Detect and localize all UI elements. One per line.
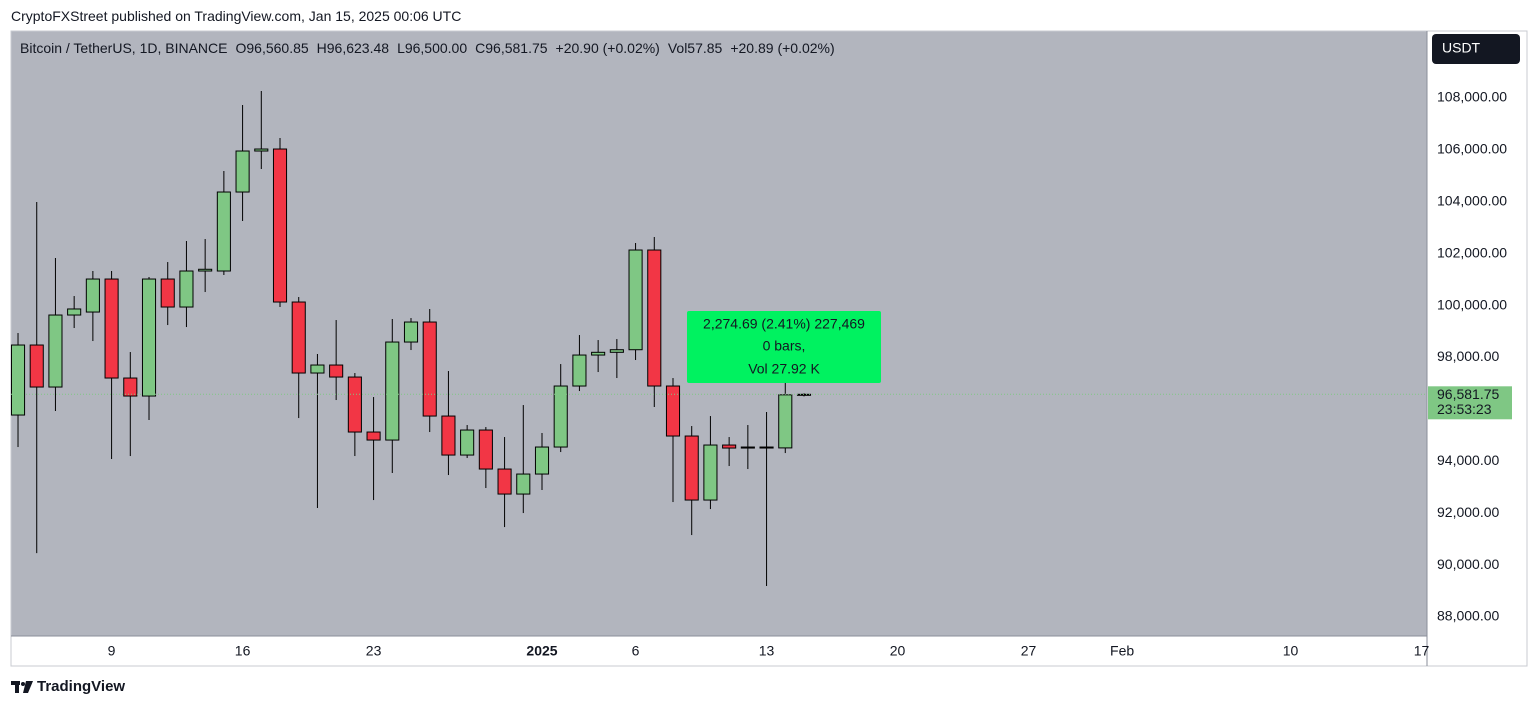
candle-body [534,446,550,475]
candle-body [347,376,362,433]
tooltip-text: 0 bars, [763,338,806,354]
x-tick-label: 10 [1283,643,1299,659]
x-tick-label: 16 [235,643,251,659]
tooltip-text: Vol 27.92 K [748,361,820,377]
legend-value: +20.90 (+0.02%) [555,40,660,56]
candle-body [29,344,44,388]
x-tick-label: 20 [890,643,906,659]
legend-value: +20.89 (+0.02%) [730,40,835,56]
candle-body [329,364,344,378]
candle-body [235,150,250,193]
y-tick-label: 98,000.00 [1437,348,1499,364]
y-tick-label: 88,000.00 [1437,608,1499,624]
y-tick-label: 108,000.00 [1437,89,1507,105]
y-tick-label: 94,000.00 [1437,452,1499,468]
logo [11,680,33,693]
countdown-label: 23:53:23 [1437,401,1492,417]
candle-body [254,148,269,152]
y-tick-label: 102,000.00 [1437,244,1507,260]
x-tick-label: 27 [1021,643,1037,659]
brand: TradingView [37,678,126,695]
candle-body [759,446,774,449]
candle-body [403,321,419,343]
candle-body [516,473,531,495]
candle-body [703,444,718,501]
candle-body [722,444,737,449]
candle-body [441,415,456,456]
candle-body [422,321,437,417]
candle-body [85,278,100,313]
candle-body [291,301,306,374]
candle-body [123,377,138,397]
candle-body [460,429,475,456]
candle-body [10,344,26,416]
measure-tooltip [687,311,881,383]
last-price-box [1428,386,1512,420]
x-tick-label: Feb [1110,643,1134,659]
legend-value: C96,581.75 [475,40,548,56]
candle-body [141,278,157,397]
candle-body [48,314,63,388]
candle-body [609,349,624,353]
x-tick-label: 9 [108,643,116,659]
candle-body [778,394,793,449]
candle-body [740,446,755,449]
y-tick-label: 106,000.00 [1437,141,1507,157]
x-tick-label: 13 [759,643,775,659]
legend-value: H96,623.48 [316,40,390,56]
last-price-label: 96,581.75 [1437,386,1499,402]
candle-body [665,385,681,437]
candle-body [310,364,325,374]
x-tick-label: 23 [366,643,382,659]
candle-body [104,278,119,379]
candle-body [216,191,231,272]
publish-header: CryptoFXStreet published on TradingView.… [11,8,462,24]
legend-value: O96,560.85 [235,40,309,56]
candle-body [478,429,493,470]
candles [10,90,812,587]
x-tick-label: 2025 [526,643,557,659]
symbol: Bitcoin / TetherUS, 1D, BINANCE [20,40,228,56]
candle-body [198,268,213,272]
candle-body [272,148,288,303]
candle-body [647,249,662,387]
candle-body [572,354,587,387]
x-tick-label: 17 [1414,643,1430,659]
candle-body [684,435,699,501]
footer: TradingView [11,678,125,695]
candle-body [553,385,568,448]
y-tick-label: 92,000.00 [1437,504,1499,520]
currency-button[interactable] [1432,34,1520,64]
y-tick-label: 104,000.00 [1437,193,1507,209]
legend-value: Vol57.85 [667,40,723,56]
candle-body [366,431,381,441]
candle-body [628,249,643,351]
x-tick-label: 6 [632,643,640,659]
candle-body [497,468,512,495]
candle-body [67,308,82,316]
candle-body [179,270,194,308]
y-tick-label: 90,000.00 [1437,556,1499,572]
ohlc-legend: Bitcoin / TetherUS, 1D, BINANCE O96,560.… [20,40,835,56]
candle-body [385,341,400,441]
y-tick-label: 100,000.00 [1437,296,1507,312]
candle-body [591,351,606,356]
currency-label[interactable]: USDT [1442,40,1481,56]
legend-value: L96,500.00 [397,40,468,56]
candle-body [160,278,175,308]
tooltip-text: 2,274.69 (2.41%) 227,469 [703,316,865,332]
